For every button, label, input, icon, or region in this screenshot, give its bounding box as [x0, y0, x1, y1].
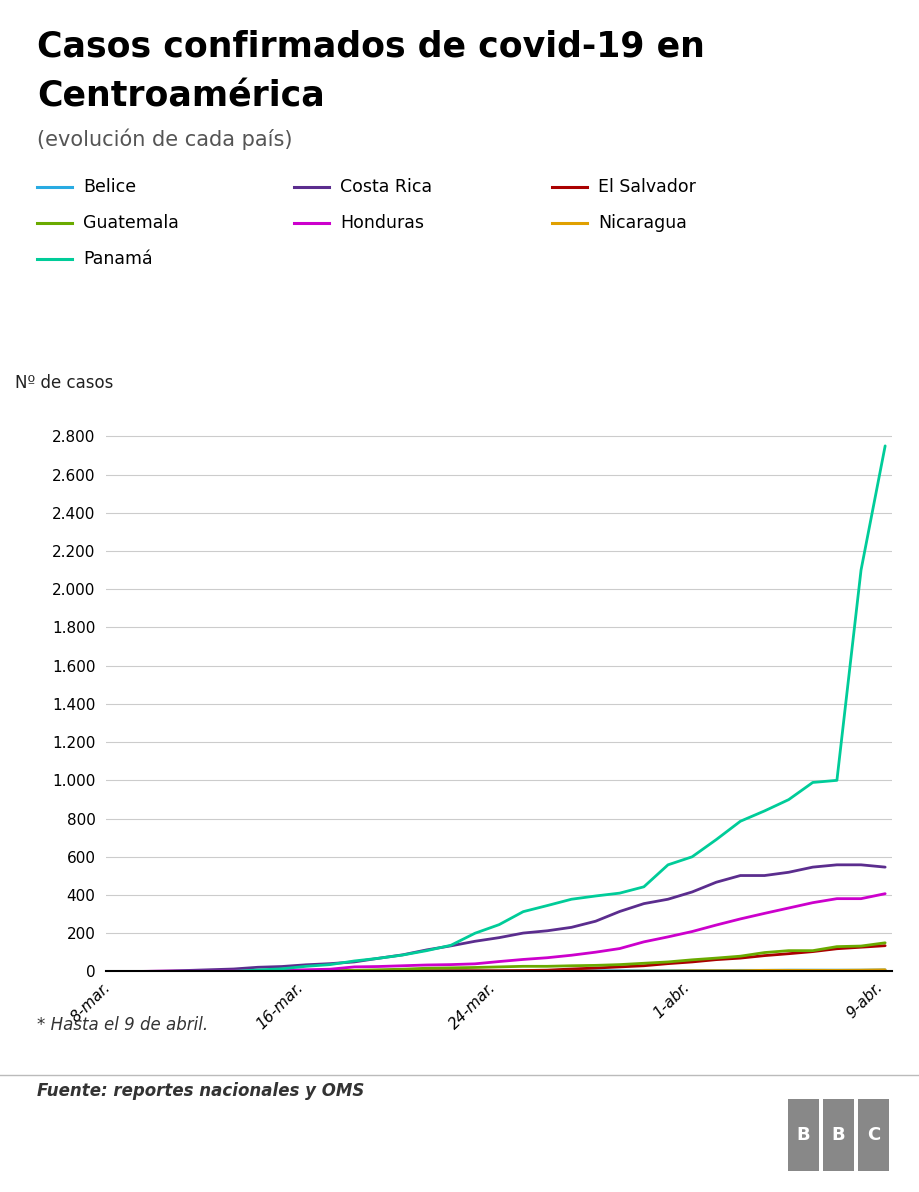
Text: B: B [796, 1125, 809, 1144]
Text: Costa Rica: Costa Rica [340, 178, 432, 197]
Text: Nº de casos: Nº de casos [16, 374, 114, 392]
Text: Casos confirmados de covid-19 en: Casos confirmados de covid-19 en [37, 30, 704, 64]
Text: C: C [866, 1125, 879, 1144]
Text: Nicaragua: Nicaragua [597, 213, 686, 232]
Text: * Hasta el 9 de abril.: * Hasta el 9 de abril. [37, 1016, 208, 1033]
Text: Belice: Belice [83, 178, 136, 197]
Text: (evolución de cada país): (evolución de cada país) [37, 129, 292, 150]
Bar [857, 1099, 889, 1171]
Text: Fuente: reportes nacionales y OMS: Fuente: reportes nacionales y OMS [37, 1082, 364, 1100]
Bar [822, 1099, 853, 1171]
Text: Guatemala: Guatemala [83, 213, 178, 232]
Bar [787, 1099, 818, 1171]
Text: B: B [831, 1125, 845, 1144]
Text: Centroamérica: Centroamérica [37, 80, 324, 114]
Text: Honduras: Honduras [340, 213, 424, 232]
Text: Panamá: Panamá [83, 249, 153, 268]
Text: El Salvador: El Salvador [597, 178, 695, 197]
